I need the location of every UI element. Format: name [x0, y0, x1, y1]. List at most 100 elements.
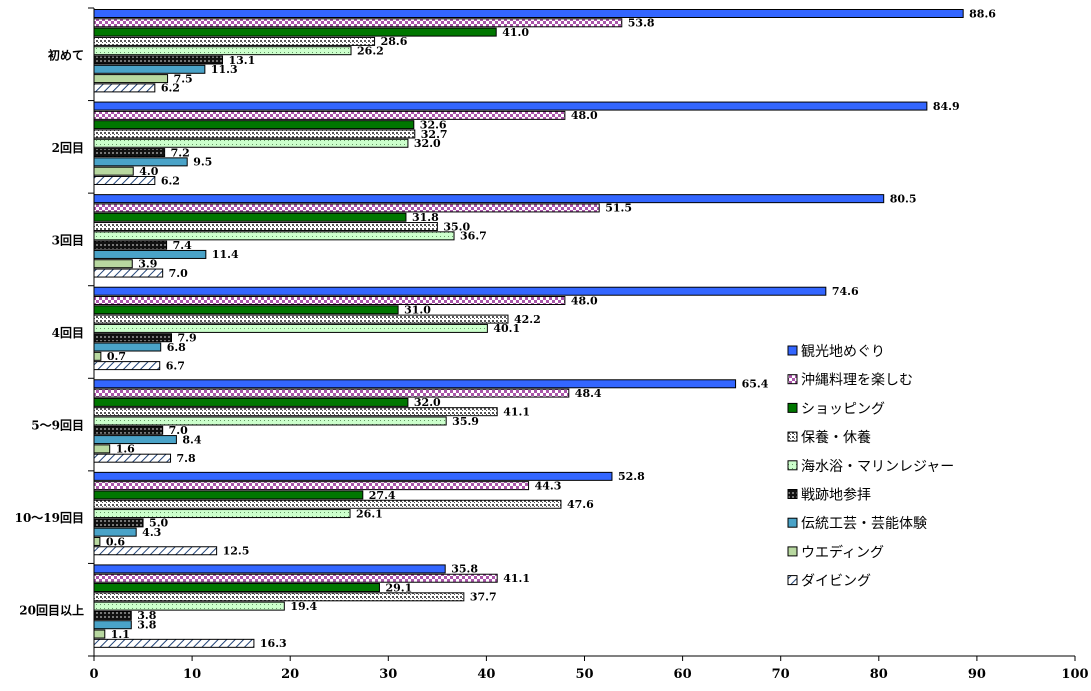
legend-label: 戦跡地参拝 — [801, 487, 871, 504]
data-label: 4.0 — [139, 165, 158, 178]
data-label: 6.7 — [166, 359, 185, 372]
category-label: 初めて — [48, 47, 84, 62]
bar — [93, 397, 409, 407]
bar — [93, 388, 570, 398]
data-label: 74.6 — [832, 285, 859, 298]
data-label: 6.2 — [161, 82, 180, 95]
bar — [93, 342, 162, 352]
data-label: 1.1 — [111, 628, 130, 641]
bar — [93, 203, 600, 213]
data-label: 1.6 — [116, 443, 135, 456]
data-label: 29.1 — [385, 581, 412, 594]
bar — [93, 74, 169, 84]
bar — [93, 27, 497, 37]
data-label: 31.8 — [412, 211, 439, 224]
bar — [93, 9, 964, 18]
data-label: 11.4 — [212, 248, 239, 261]
bar — [93, 536, 101, 546]
category-label: 4回目 — [52, 326, 84, 340]
bar — [93, 240, 168, 250]
data-label: 28.6 — [381, 35, 408, 48]
data-label: 3.8 — [137, 609, 156, 622]
bar — [93, 231, 455, 241]
bar — [93, 361, 161, 371]
legend-label: 観光地めぐり — [801, 343, 885, 360]
data-label: 52.8 — [618, 470, 645, 483]
bar — [93, 435, 177, 445]
legend-swatch — [787, 489, 798, 499]
bar — [93, 110, 566, 120]
x-tick-label: 20 — [281, 667, 299, 682]
data-label: 53.8 — [628, 17, 655, 30]
bar — [93, 46, 352, 56]
data-label: 36.7 — [460, 230, 487, 243]
data-label: 32.7 — [421, 128, 448, 141]
data-label: 88.6 — [969, 7, 996, 20]
x-tick-label: 30 — [379, 667, 397, 682]
bar — [93, 416, 447, 426]
data-label: 5.0 — [149, 517, 168, 530]
bar — [93, 425, 164, 435]
data-label: 9.5 — [193, 156, 212, 169]
bar — [93, 175, 156, 185]
bar — [93, 166, 134, 176]
legend-swatch — [787, 546, 798, 557]
bar — [93, 610, 132, 620]
data-label: 48.4 — [575, 387, 602, 400]
data-label: 84.9 — [933, 100, 960, 113]
category-label: 20回目以上 — [19, 603, 84, 618]
data-label: 26.2 — [357, 45, 384, 58]
data-label: 16.3 — [260, 637, 287, 650]
data-label: 44.3 — [535, 479, 562, 492]
data-label: 35.9 — [452, 415, 479, 428]
bar — [93, 481, 530, 491]
data-label: 4.3 — [142, 526, 161, 539]
data-label: 41.1 — [503, 572, 530, 585]
data-label: 31.0 — [404, 304, 431, 317]
data-label: 11.3 — [211, 63, 238, 76]
x-tick-label: 0 — [89, 667, 98, 682]
data-label: 26.1 — [356, 507, 383, 520]
bar — [93, 407, 498, 417]
data-label: 8.4 — [182, 433, 201, 446]
bar — [93, 148, 166, 158]
legend-swatch — [787, 374, 798, 385]
bar — [93, 564, 446, 574]
legend-swatch — [787, 402, 798, 413]
data-label: 37.7 — [470, 591, 497, 604]
bar — [93, 286, 827, 296]
x-tick-label: 60 — [674, 667, 692, 682]
data-label: 32.6 — [420, 118, 447, 131]
bar — [93, 638, 255, 648]
bar — [93, 629, 106, 639]
x-tick-label: 90 — [968, 667, 986, 682]
bar — [93, 194, 885, 204]
bar — [93, 453, 172, 463]
bar — [93, 129, 416, 139]
data-label: 7.9 — [177, 332, 196, 345]
bar — [93, 333, 172, 343]
data-label: 6.2 — [161, 174, 180, 187]
x-tick-label: 80 — [870, 667, 888, 682]
bar — [93, 212, 407, 222]
x-tick-label: 50 — [575, 667, 593, 682]
bar — [93, 601, 285, 611]
data-label: 27.4 — [369, 489, 396, 502]
data-label: 41.1 — [503, 405, 530, 418]
data-label: 19.4 — [290, 600, 317, 613]
bar — [93, 305, 399, 315]
data-label: 12.5 — [223, 545, 250, 558]
bar — [93, 592, 465, 602]
x-tick-label: 10 — [183, 667, 201, 682]
data-label: 7.0 — [169, 267, 188, 280]
legend: 観光地めぐり沖縄料理を楽しむショッピング保養・休養海水浴・マリンレジャー戦跡地参… — [787, 343, 954, 590]
bar — [93, 499, 562, 509]
legend-label: 沖縄料理を楽しむ — [801, 373, 913, 389]
bar — [93, 518, 144, 528]
bar — [93, 259, 133, 269]
bar — [93, 379, 737, 389]
data-label: 41.0 — [502, 26, 529, 39]
bar — [93, 138, 409, 148]
